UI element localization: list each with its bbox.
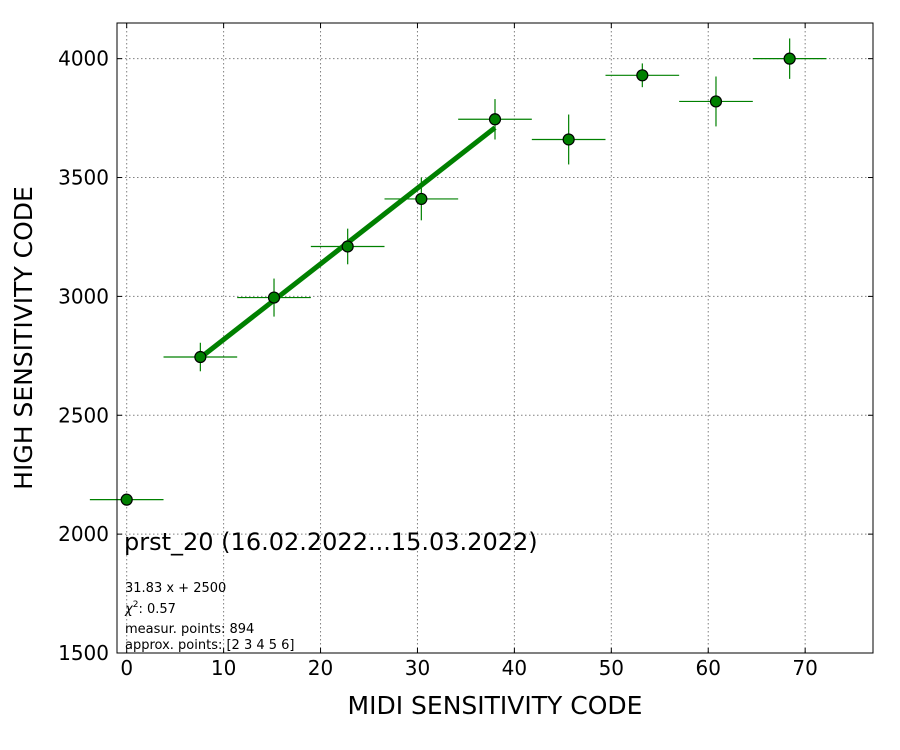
x-axis-title: MIDI SENSITIVITY CODE [348, 691, 643, 720]
x-tick-labels: 0 10 20 30 40 50 60 70 [120, 656, 818, 680]
data-point [562, 133, 575, 146]
ticks [117, 23, 873, 654]
error-bars [89, 38, 827, 501]
chi-symbol: χ [124, 602, 134, 617]
annotation-approx-points: approx. points: [2 3 4 5 6] [125, 638, 295, 653]
data-point [636, 69, 649, 82]
x-tick-label: 40 [502, 656, 527, 680]
x-tick-label: 50 [599, 656, 624, 680]
plot-frame [116, 22, 874, 654]
data-point [341, 240, 354, 253]
data-point [709, 95, 723, 108]
y-tick-label: 3000 [58, 284, 109, 308]
annotation-chi-squared: χ2: 0.57 [124, 600, 176, 617]
data-point [120, 493, 133, 506]
annotation-title: prst_20 (16.02.2022...15.03.2022) [124, 528, 538, 556]
x-tick-label: 70 [792, 656, 817, 680]
data-point [194, 350, 207, 364]
y-tick-labels: 1500 2000 2500 3000 3500 4000 [58, 47, 109, 665]
data-points [120, 52, 796, 506]
y-tick-label: 2500 [58, 403, 109, 427]
y-tick-label: 1500 [58, 641, 109, 665]
y-tick-label: 3500 [58, 166, 109, 190]
data-point [488, 113, 502, 126]
y-tick-label: 4000 [58, 47, 109, 71]
grid [117, 23, 873, 654]
x-tick-label: 20 [308, 656, 333, 680]
x-tick-label: 30 [405, 656, 430, 680]
y-axis-title: HIGH SENSITIVITY CODE [9, 186, 38, 490]
x-tick-label: 0 [120, 656, 133, 680]
x-tick-label: 60 [696, 656, 721, 680]
y-tick-label: 2000 [58, 522, 109, 546]
data-point [267, 291, 281, 304]
data-point [783, 52, 796, 65]
chi-superscript: 2 [133, 600, 139, 610]
data-point [415, 192, 428, 206]
chi-value: : 0.57 [138, 602, 175, 617]
x-tick-label: 10 [211, 656, 236, 680]
annotation-equation: 31.83 x + 2500 [125, 581, 226, 596]
annotation-measur-points: measur. points: 894 [125, 622, 254, 637]
